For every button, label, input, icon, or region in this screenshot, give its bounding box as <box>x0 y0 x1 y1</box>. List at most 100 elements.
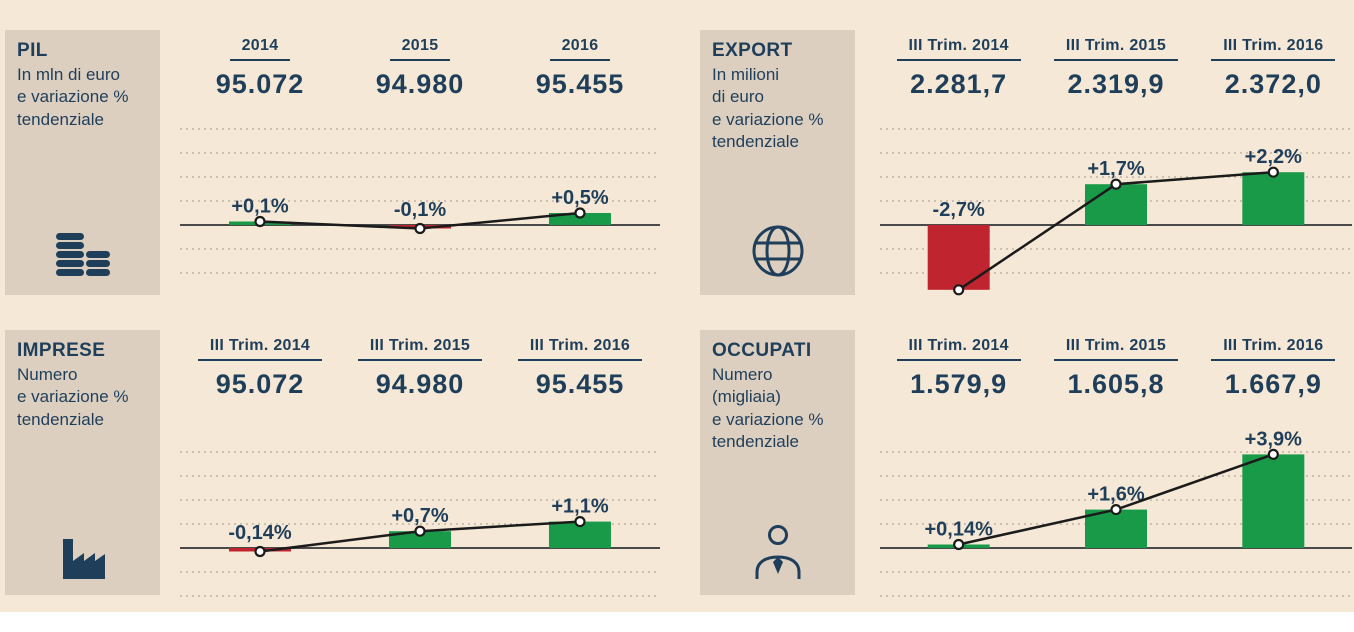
export-chart: III Trim. 2014 2.281,7 III Trim. 2015 2.… <box>880 30 1352 330</box>
bar <box>1242 172 1305 225</box>
pct-label: +1,6% <box>1087 484 1144 506</box>
globe-icon <box>700 223 855 279</box>
column-value: 95.455 <box>535 369 625 399</box>
bar <box>389 531 451 548</box>
data-point <box>953 538 965 551</box>
bar <box>1085 509 1147 548</box>
pct-label: -0,1% <box>394 199 446 221</box>
panel-subtitle: In milioni di euro e variazione % tenden… <box>712 65 824 152</box>
column-header: III Trim. 2014 2.281,7 <box>880 36 1037 100</box>
column-value: 95.072 <box>215 69 305 99</box>
panel-occupati: OCCUPATI Numero (migliaia) e variazione … <box>700 330 1354 600</box>
column-headers: III Trim. 2014 95.072 III Trim. 2015 94.… <box>180 330 660 400</box>
data-point <box>574 207 586 219</box>
column-value: 1.579,9 <box>910 369 1008 399</box>
bar <box>1242 454 1305 548</box>
data-point <box>1110 503 1122 516</box>
column-header: III Trim. 2016 1.667,9 <box>1195 336 1352 400</box>
column-value: 2.319,9 <box>1067 69 1165 99</box>
pct-label: -2,7% <box>933 199 985 221</box>
bottom-white-strip <box>0 612 1354 632</box>
data-point <box>254 215 266 228</box>
column-value: 94.980 <box>375 369 465 399</box>
occupati-label-card: OCCUPATI Numero (migliaia) e variazione … <box>700 330 855 595</box>
column-label: III Trim. 2016 <box>1211 36 1336 61</box>
column-header: 2016 95.455 <box>500 36 660 100</box>
column-header: 2014 95.072 <box>180 36 340 100</box>
column-value: 2.281,7 <box>910 69 1008 99</box>
data-point <box>1267 166 1279 178</box>
data-point <box>953 284 965 296</box>
bar <box>1085 184 1147 225</box>
export-plot: -2,7% +1,7% +2,2% <box>880 128 1352 296</box>
column-header: III Trim. 2015 94.980 <box>340 336 500 400</box>
occupati-plot: +0,14% +1,6% +3,9% <box>880 428 1352 597</box>
worker-icon <box>700 523 855 579</box>
pct-label: +0,14% <box>924 519 993 541</box>
panel-pil: PIL In mln di euro e variazione % tenden… <box>5 30 665 300</box>
column-label: III Trim. 2016 <box>517 336 643 361</box>
pil-chart: 2014 95.072 2015 94.980 2016 95.455 +0,1… <box>180 30 660 330</box>
data-point <box>414 222 426 235</box>
bar <box>927 225 990 290</box>
panel-subtitle: In mln di euro e variazione % tendenzial… <box>17 65 129 129</box>
panel-subtitle: Numero e variazione % tendenziale <box>17 365 129 429</box>
imprese-chart: III Trim. 2014 95.072 III Trim. 2015 94.… <box>180 330 660 630</box>
data-point <box>1267 448 1279 460</box>
column-label: III Trim. 2014 <box>896 336 1021 361</box>
column-header: III Trim. 2014 95.072 <box>180 336 340 400</box>
pct-label: +3,9% <box>1245 428 1302 450</box>
column-headers: 2014 95.072 2015 94.980 2016 95.455 <box>180 30 660 100</box>
column-headers: III Trim. 2014 2.281,7 III Trim. 2015 2.… <box>880 30 1352 100</box>
column-header: III Trim. 2016 95.455 <box>500 336 660 400</box>
data-point <box>414 525 426 537</box>
column-value: 95.072 <box>215 369 305 399</box>
column-value: 94.980 <box>375 69 465 99</box>
panel-imprese: IMPRESE Numero e variazione % tendenzial… <box>5 330 665 600</box>
pct-label: +1,7% <box>1087 158 1144 180</box>
imprese-plot: -0,14% +0,7% +1,1% <box>180 451 660 597</box>
column-headers: III Trim. 2014 1.579,9 III Trim. 2015 1.… <box>880 330 1352 400</box>
occupati-chart: III Trim. 2014 1.579,9 III Trim. 2015 1.… <box>880 330 1352 630</box>
panel-title: IMPRESE <box>17 340 106 361</box>
data-point <box>1110 178 1122 190</box>
panel-subtitle: Numero (migliaia) e variazione % tendenz… <box>712 365 824 452</box>
column-label: 2015 <box>389 36 451 61</box>
pct-label: +2,2% <box>1245 146 1302 168</box>
column-label: 2016 <box>549 36 611 61</box>
column-header: III Trim. 2015 2.319,9 <box>1037 36 1194 100</box>
column-header: III Trim. 2014 1.579,9 <box>880 336 1037 400</box>
pil-label-card: PIL In mln di euro e variazione % tenden… <box>5 30 160 295</box>
pct-label: +0,1% <box>231 196 288 218</box>
column-label: III Trim. 2015 <box>1053 336 1179 361</box>
column-value: 95.455 <box>535 69 625 99</box>
column-label: III Trim. 2014 <box>896 36 1021 61</box>
coins-icon <box>5 225 160 279</box>
column-header: 2015 94.980 <box>340 36 500 100</box>
pct-label: +0,7% <box>391 505 448 527</box>
export-label-card: EXPORT In milioni di euro e variazione %… <box>700 30 855 295</box>
pct-label: +0,5% <box>551 187 608 209</box>
bar <box>548 213 611 225</box>
column-value: 2.372,0 <box>1224 69 1322 99</box>
panel-export: EXPORT In milioni di euro e variazione %… <box>700 30 1354 300</box>
column-label: 2014 <box>229 36 291 61</box>
imprese-label-card: IMPRESE Numero e variazione % tendenzial… <box>5 330 160 595</box>
column-label: III Trim. 2015 <box>1053 36 1179 61</box>
column-value: 1.605,8 <box>1067 369 1165 399</box>
pct-label: +1,1% <box>551 496 608 518</box>
pct-label: -0,14% <box>228 522 292 544</box>
column-label: III Trim. 2015 <box>357 336 483 361</box>
column-header: III Trim. 2015 1.605,8 <box>1037 336 1194 400</box>
pil-plot: +0,1% -0,1% +0,5% <box>180 128 660 274</box>
panel-title: OCCUPATI <box>712 340 812 361</box>
panel-title: PIL <box>17 40 48 61</box>
data-point <box>254 545 266 558</box>
data-point <box>574 515 586 528</box>
column-label: III Trim. 2014 <box>197 336 323 361</box>
column-header: III Trim. 2016 2.372,0 <box>1195 36 1352 100</box>
column-label: III Trim. 2016 <box>1211 336 1336 361</box>
panel-title: EXPORT <box>712 40 793 61</box>
factory-icon <box>5 529 160 579</box>
column-value: 1.667,9 <box>1224 369 1322 399</box>
